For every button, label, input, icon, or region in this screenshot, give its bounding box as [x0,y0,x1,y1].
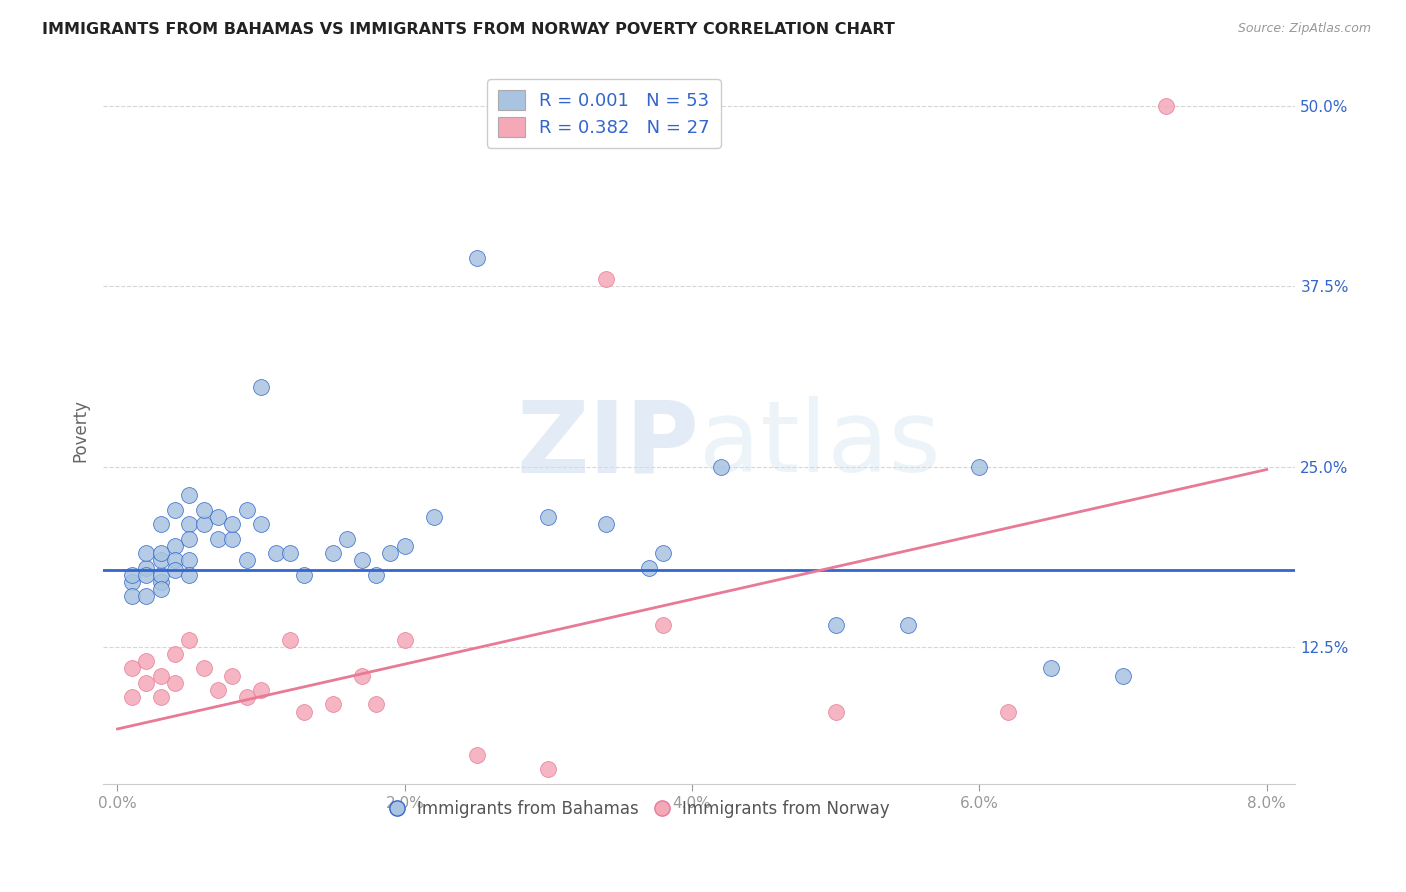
Point [595,517,617,532]
Point [179,632,201,647]
Point [179,553,201,567]
Point [149,546,172,560]
Point [236,690,259,705]
Point [364,567,387,582]
Point [537,762,560,776]
Point [121,661,143,675]
Point [135,654,157,668]
Point [292,705,315,719]
Point [163,503,186,517]
Point [121,690,143,705]
Point [394,539,416,553]
Point [207,510,229,524]
Point [250,380,273,394]
Point [394,632,416,647]
Point [465,747,488,762]
Point [364,698,387,712]
Point [193,661,215,675]
Point [1040,661,1063,675]
Point [135,567,157,582]
Point [163,647,186,661]
Text: atlas: atlas [699,396,941,493]
Point [121,574,143,589]
Point [207,683,229,698]
Point [250,683,273,698]
Point [179,517,201,532]
Point [236,503,259,517]
Point [135,560,157,574]
Point [322,698,344,712]
Point [193,517,215,532]
Point [149,553,172,567]
Point [135,546,157,560]
Point [149,517,172,532]
Point [193,503,215,517]
Point [638,560,661,574]
Legend: Immigrants from Bahamas, Immigrants from Norway: Immigrants from Bahamas, Immigrants from… [384,794,896,825]
Point [149,668,172,682]
Y-axis label: Poverty: Poverty [72,399,89,462]
Point [1154,99,1177,113]
Point [149,690,172,705]
Point [179,532,201,546]
Point [149,582,172,596]
Point [163,563,186,577]
Point [135,590,157,604]
Point [350,553,373,567]
Point [149,574,172,589]
Point [278,546,301,560]
Point [336,532,359,546]
Point [652,546,675,560]
Point [537,510,560,524]
Point [135,676,157,690]
Point [278,632,301,647]
Point [179,488,201,502]
Point [163,676,186,690]
Point [380,546,402,560]
Point [969,459,991,474]
Text: IMMIGRANTS FROM BAHAMAS VS IMMIGRANTS FROM NORWAY POVERTY CORRELATION CHART: IMMIGRANTS FROM BAHAMAS VS IMMIGRANTS FR… [42,22,896,37]
Point [250,517,273,532]
Point [710,459,733,474]
Point [264,546,287,560]
Point [121,567,143,582]
Point [163,553,186,567]
Text: Source: ZipAtlas.com: Source: ZipAtlas.com [1237,22,1371,36]
Point [236,553,259,567]
Point [179,567,201,582]
Point [322,546,344,560]
Point [221,668,243,682]
Point [121,590,143,604]
Point [350,668,373,682]
Point [595,272,617,286]
Point [221,517,243,532]
Point [465,251,488,265]
Point [1112,668,1135,682]
Point [824,705,846,719]
Point [897,618,920,632]
Point [652,618,675,632]
Point [997,705,1019,719]
Point [824,618,846,632]
Point [149,567,172,582]
Text: ZIP: ZIP [516,396,699,493]
Point [422,510,444,524]
Point [292,567,315,582]
Point [163,539,186,553]
Point [207,532,229,546]
Point [221,532,243,546]
